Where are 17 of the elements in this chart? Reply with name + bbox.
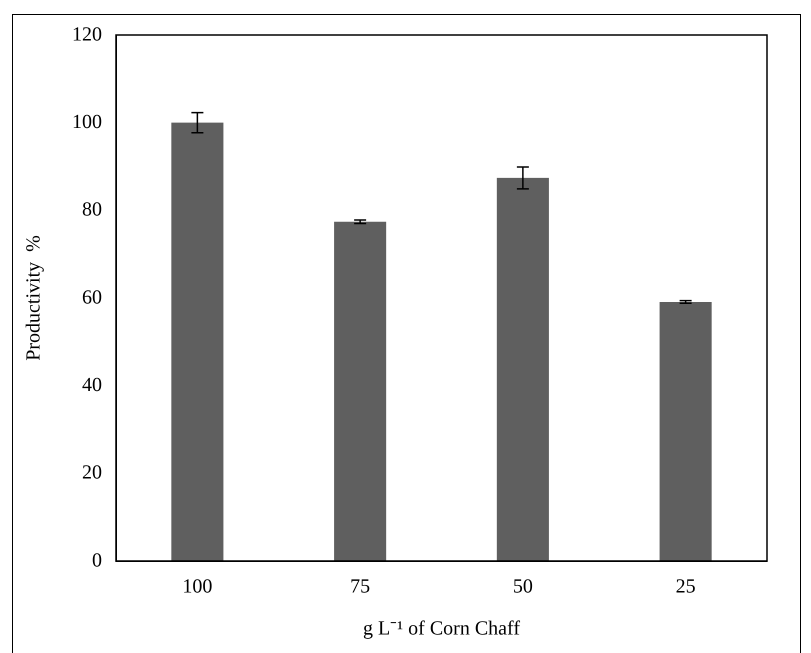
- y-tick-label: 20: [82, 462, 102, 484]
- y-tick-label: 120: [72, 23, 102, 46]
- y-tick-label: 60: [82, 286, 102, 308]
- x-tick-label: 75: [350, 575, 370, 598]
- bar: [496, 178, 549, 561]
- x-tick-label: 50: [512, 575, 533, 598]
- x-tick-label: 25: [676, 575, 696, 598]
- x-tick-label: 100: [182, 575, 212, 598]
- y-tick-label: 40: [82, 374, 102, 396]
- bar: [171, 122, 224, 561]
- x-axis-title: g L⁻¹ of Corn Chaff: [362, 617, 520, 640]
- y-tick-label: 100: [72, 110, 102, 133]
- y-tick-label: 0: [92, 549, 102, 572]
- bar: [334, 222, 386, 561]
- y-axis-title: Productivity %: [22, 235, 44, 361]
- bar: [660, 302, 712, 561]
- y-tick-label: 80: [82, 198, 102, 221]
